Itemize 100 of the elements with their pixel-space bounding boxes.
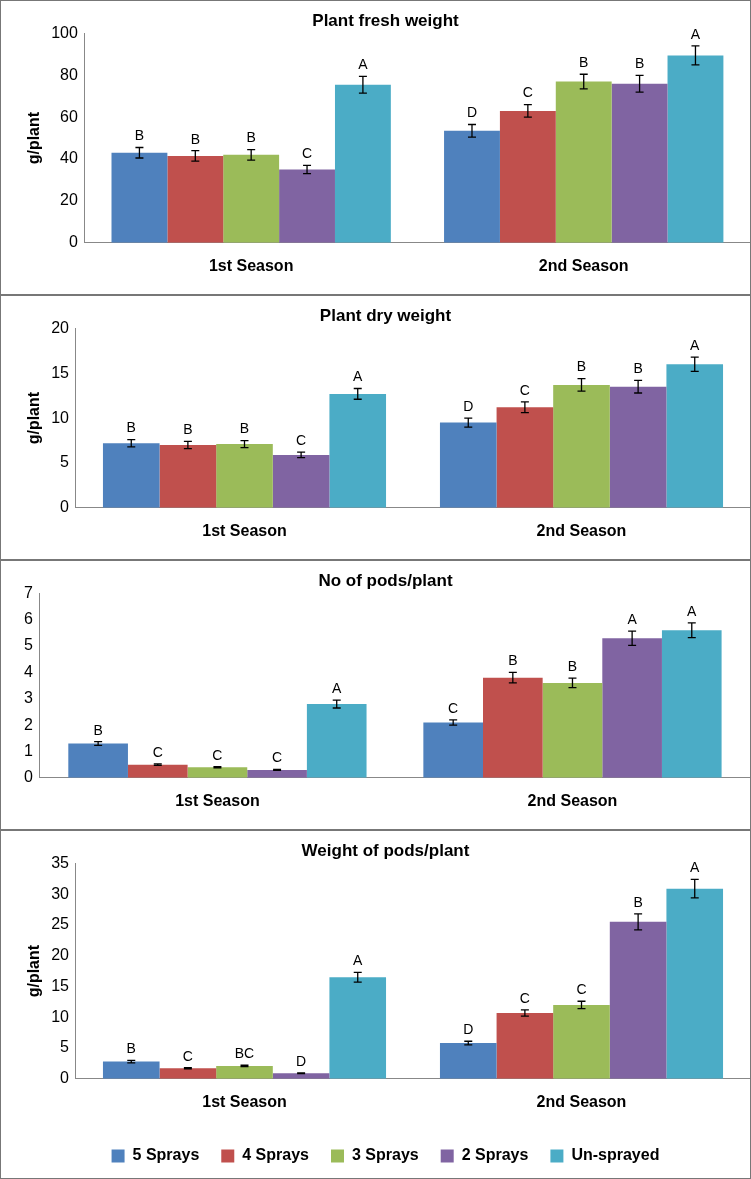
- data-label: B: [190, 130, 200, 147]
- bar: [102, 1061, 160, 1079]
- bar: [329, 393, 387, 508]
- y-tick-label: 35: [51, 853, 70, 871]
- bar: [496, 407, 554, 508]
- bar: [611, 83, 668, 243]
- data-label: B: [579, 54, 589, 71]
- y-tick-label: 20: [51, 318, 70, 336]
- bar: [334, 84, 391, 243]
- data-label: B: [183, 421, 193, 438]
- bar: [111, 152, 168, 243]
- y-tick-label: 4: [23, 662, 33, 680]
- y-tick-label: 2: [23, 715, 33, 733]
- x-tick-label: 1st Season: [208, 256, 294, 274]
- x-tick-label: 2nd Season: [536, 521, 627, 539]
- y-axis-title: g/plant: [25, 391, 43, 445]
- data-label: C: [519, 989, 530, 1006]
- bar: [444, 130, 500, 243]
- bar: [102, 443, 160, 508]
- data-label: B: [634, 55, 645, 72]
- data-label: A: [358, 56, 369, 73]
- data-label: A: [690, 859, 701, 876]
- y-tick-label: 5: [60, 453, 70, 471]
- legend-label: 5 Sprays: [132, 1146, 200, 1164]
- bar: [666, 364, 724, 508]
- bar: [666, 888, 724, 1079]
- data-label: B: [633, 893, 643, 910]
- data-label: C: [519, 381, 530, 398]
- legend-label: Un-sprayed: [571, 1146, 660, 1164]
- bar: [127, 764, 188, 778]
- data-label: A: [690, 336, 701, 353]
- bar: [555, 81, 612, 243]
- y-tick-label: 5: [60, 1038, 70, 1056]
- bar: [439, 1043, 497, 1079]
- y-tick-label: 10: [51, 408, 70, 426]
- y-tick-label: 15: [51, 363, 70, 381]
- bar: [159, 1068, 217, 1079]
- y-axis-title: g/plant: [25, 944, 43, 998]
- y-tick-label: 7: [23, 583, 33, 601]
- bar: [553, 384, 610, 508]
- data-label: D: [463, 397, 474, 414]
- data-label: C: [522, 84, 533, 101]
- y-tick-label: 100: [51, 23, 78, 41]
- data-label: A: [627, 610, 638, 627]
- bar: [272, 454, 330, 508]
- bar: [439, 422, 497, 508]
- bar: [68, 743, 128, 778]
- data-label: B: [576, 358, 587, 375]
- bar: [329, 977, 387, 1079]
- legend-label: 2 Sprays: [461, 1146, 529, 1164]
- bar: [279, 169, 335, 243]
- chart-title: Plant dry weight: [319, 305, 452, 325]
- data-label: B: [134, 127, 145, 144]
- data-label: B: [126, 419, 136, 436]
- data-label: A: [353, 952, 364, 969]
- data-label: D: [463, 1021, 474, 1038]
- chart-title: Weight of pods/plant: [301, 840, 470, 860]
- y-tick-label: 0: [60, 1069, 70, 1087]
- bar: [306, 704, 367, 778]
- y-tick-label: 6: [23, 610, 33, 628]
- data-label: C: [576, 981, 587, 998]
- data-label: C: [182, 1047, 193, 1064]
- data-label: C: [448, 699, 459, 716]
- y-tick-label: 3: [23, 689, 33, 707]
- bar: [167, 155, 224, 243]
- bar: [216, 444, 273, 508]
- bar: [542, 682, 603, 778]
- data-label: C: [272, 749, 283, 766]
- bar: [661, 630, 722, 778]
- y-tick-label: 5: [23, 636, 33, 654]
- legend-label: 4 Sprays: [242, 1146, 310, 1164]
- data-label: A: [353, 368, 364, 385]
- bar: [602, 638, 662, 778]
- chart-title: Plant fresh weight: [312, 10, 460, 30]
- bar: [187, 767, 248, 778]
- bar: [667, 55, 724, 243]
- data-label: D: [296, 1052, 307, 1069]
- bar: [609, 921, 667, 1079]
- data-label: C: [152, 743, 163, 760]
- y-tick-label: 30: [51, 884, 70, 902]
- data-label: A: [687, 602, 698, 619]
- data-label: A: [332, 679, 343, 696]
- y-tick-label: 15: [51, 976, 70, 994]
- y-tick-label: 1: [23, 741, 33, 759]
- y-tick-label: 0: [23, 768, 33, 786]
- y-tick-label: 10: [51, 1007, 70, 1025]
- data-label: C: [301, 145, 313, 162]
- y-tick-label: 80: [60, 65, 78, 83]
- y-tick-label: 40: [60, 149, 78, 167]
- data-label: BC: [234, 1045, 255, 1062]
- data-label: D: [466, 104, 478, 121]
- chart-title: No of pods/plant: [318, 570, 453, 590]
- x-tick-label: 1st Season: [175, 791, 260, 809]
- bar: [496, 1012, 554, 1079]
- bar: [609, 386, 667, 508]
- bar: [423, 722, 483, 778]
- y-tick-label: 25: [51, 915, 70, 933]
- x-tick-label: 1st Season: [202, 1092, 287, 1110]
- y-tick-label: 20: [51, 946, 70, 964]
- bar: [216, 1065, 273, 1079]
